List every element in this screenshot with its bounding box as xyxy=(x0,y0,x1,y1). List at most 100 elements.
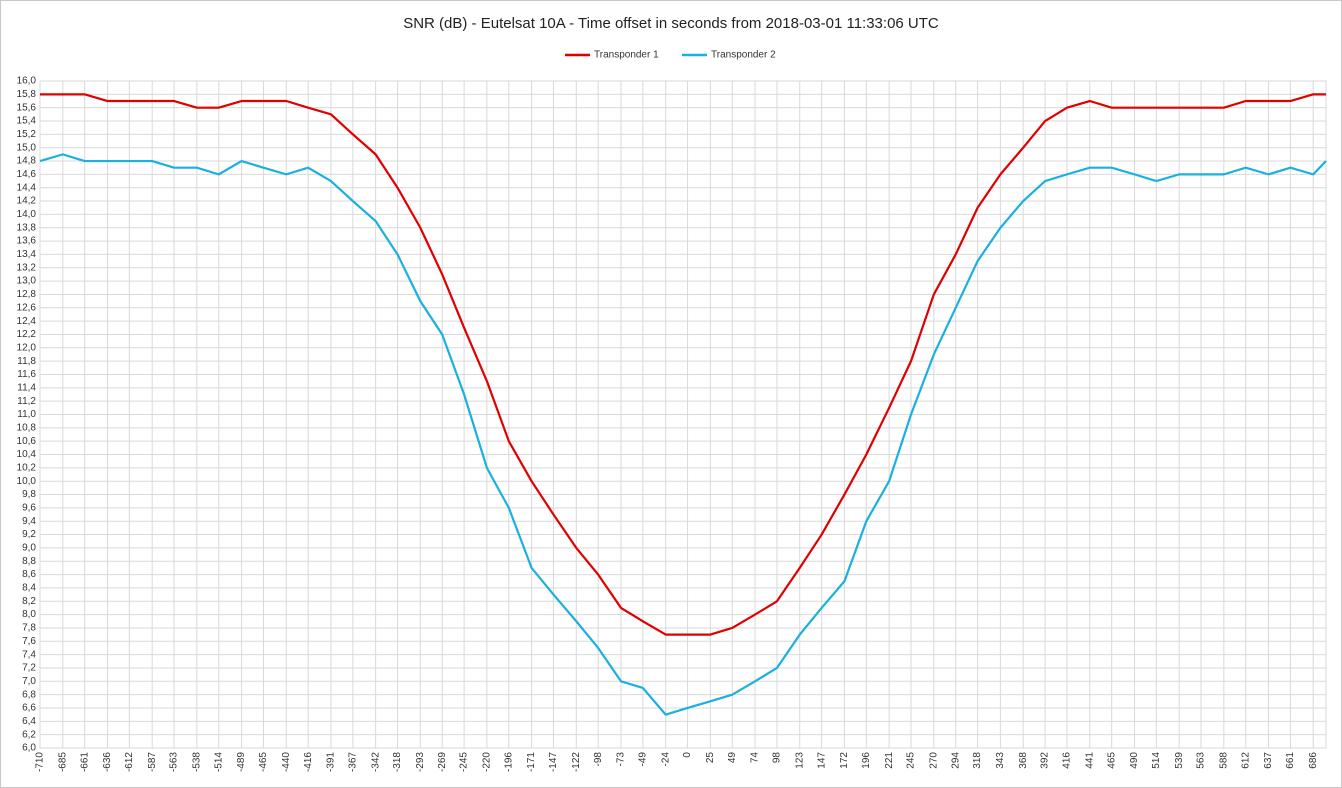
y-tick-label: 15,0 xyxy=(17,142,37,153)
legend-label: Transponder 1 xyxy=(594,50,659,61)
x-tick-label: 294 xyxy=(950,752,961,769)
y-tick-label: 8,0 xyxy=(22,609,36,620)
y-tick-label: 10,4 xyxy=(17,449,37,460)
y-tick-label: 6,6 xyxy=(22,703,36,714)
y-tick-label: 10,0 xyxy=(17,476,37,487)
y-tick-label: 11,0 xyxy=(17,409,36,420)
x-tick-label: -661 xyxy=(79,752,90,772)
x-tick-label: -293 xyxy=(415,752,426,772)
y-tick-label: 13,4 xyxy=(17,249,37,260)
y-tick-label: 12,4 xyxy=(17,316,37,327)
y-tick-label: 11,2 xyxy=(17,396,36,407)
x-tick-label: -367 xyxy=(347,752,358,772)
x-tick-label: -49 xyxy=(638,752,649,767)
x-tick-label: 270 xyxy=(928,752,939,769)
x-tick-label: 588 xyxy=(1218,752,1229,769)
x-tick-label: -24 xyxy=(660,752,671,767)
legend-label: Transponder 2 xyxy=(711,50,776,61)
y-tick-label: 7,2 xyxy=(22,663,36,674)
x-tick-label: 563 xyxy=(1196,752,1207,769)
y-tick-label: 10,6 xyxy=(17,436,37,447)
y-tick-label: 9,0 xyxy=(22,543,36,554)
y-tick-label: 14,0 xyxy=(17,209,37,220)
x-tick-label: -710 xyxy=(35,752,46,772)
y-tick-label: 7,6 xyxy=(22,636,36,647)
x-tick-label: -416 xyxy=(303,752,314,772)
y-tick-label: 12,8 xyxy=(17,289,37,300)
y-tick-label: 13,6 xyxy=(17,236,37,247)
x-tick-label: -269 xyxy=(437,752,448,772)
chart-title: SNR (dB) - Eutelsat 10A - Time offset in… xyxy=(403,15,939,32)
y-tick-label: 15,4 xyxy=(17,116,37,127)
x-tick-label: 245 xyxy=(906,752,917,769)
y-tick-label: 6,0 xyxy=(22,743,36,754)
x-tick-label: -147 xyxy=(548,752,559,772)
y-tick-label: 9,8 xyxy=(22,489,36,500)
x-tick-label: 686 xyxy=(1308,752,1319,769)
y-tick-label: 14,6 xyxy=(17,169,37,180)
x-tick-label: 441 xyxy=(1084,752,1095,769)
y-tick-label: 11,8 xyxy=(17,356,36,367)
y-tick-label: 15,8 xyxy=(17,89,37,100)
x-tick-label: -342 xyxy=(370,752,381,772)
x-tick-label: -196 xyxy=(503,752,514,772)
y-tick-label: 13,2 xyxy=(17,262,37,273)
y-tick-label: 9,2 xyxy=(22,529,36,540)
y-tick-label: 11,6 xyxy=(17,369,36,380)
y-tick-label: 6,4 xyxy=(22,716,36,727)
y-tick-label: 8,4 xyxy=(22,583,36,594)
y-tick-label: 12,2 xyxy=(17,329,37,340)
x-tick-label: 221 xyxy=(884,752,895,769)
x-tick-label: 318 xyxy=(972,752,983,769)
y-tick-label: 12,0 xyxy=(17,342,37,353)
y-tick-label: 10,8 xyxy=(17,422,37,433)
x-tick-label: -171 xyxy=(526,752,537,772)
x-tick-label: 465 xyxy=(1106,752,1117,769)
x-tick-label: 25 xyxy=(705,752,716,764)
x-tick-label: -563 xyxy=(169,752,180,772)
x-tick-label: 123 xyxy=(794,752,805,769)
x-tick-label: -122 xyxy=(571,752,582,772)
y-tick-label: 9,6 xyxy=(22,503,36,514)
x-tick-label: -489 xyxy=(236,752,247,772)
y-tick-label: 11,4 xyxy=(17,382,36,393)
x-tick-label: 0 xyxy=(682,752,693,758)
plot-border xyxy=(39,80,1327,749)
y-tick-label: 8,6 xyxy=(22,569,36,580)
x-tick-label: 490 xyxy=(1129,752,1140,769)
x-tick-label: -636 xyxy=(102,752,113,772)
x-tick-label: -538 xyxy=(192,752,203,772)
y-tick-label: 6,2 xyxy=(22,729,36,740)
x-tick-label: -391 xyxy=(326,752,337,772)
x-tick-label: 74 xyxy=(750,752,761,764)
y-tick-label: 13,8 xyxy=(17,222,37,233)
y-tick-label: 7,4 xyxy=(22,649,36,660)
x-tick-label: 416 xyxy=(1062,752,1073,769)
x-tick-label: -245 xyxy=(459,752,470,772)
series-line xyxy=(40,93,1326,636)
y-tick-label: 9,4 xyxy=(22,516,36,527)
x-tick-label: 637 xyxy=(1263,752,1274,769)
x-tick-label: 392 xyxy=(1040,752,1051,769)
x-tick-label: 514 xyxy=(1151,752,1162,769)
x-tick-label: -465 xyxy=(258,752,269,772)
y-tick-label: 7,8 xyxy=(22,623,36,634)
y-tick-label: 8,2 xyxy=(22,596,36,607)
x-tick-label: -612 xyxy=(124,752,135,772)
x-tick-label: 343 xyxy=(995,752,1006,769)
x-tick-label: 49 xyxy=(727,752,738,764)
x-tick-label: 539 xyxy=(1174,752,1185,769)
y-tick-label: 8,8 xyxy=(22,556,36,567)
x-tick-label: 98 xyxy=(772,752,783,764)
x-tick-label: 196 xyxy=(861,752,872,769)
y-tick-label: 6,8 xyxy=(22,689,36,700)
x-tick-label: -685 xyxy=(57,752,68,772)
y-tick-label: 7,0 xyxy=(22,676,36,687)
x-tick-label: -440 xyxy=(281,752,292,772)
y-tick-label: 14,2 xyxy=(17,196,37,207)
y-tick-label: 16,0 xyxy=(17,76,37,87)
y-tick-label: 14,8 xyxy=(17,156,37,167)
x-tick-label: -318 xyxy=(392,752,403,772)
